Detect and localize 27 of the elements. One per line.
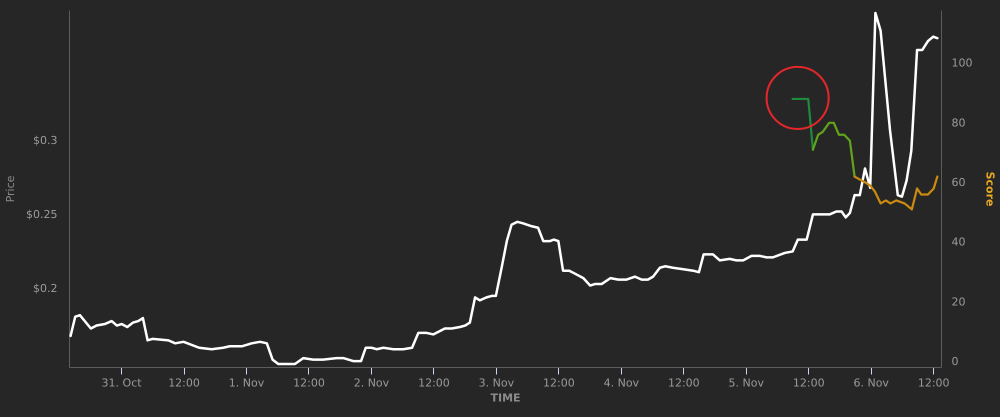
y2-tick-label: 60 <box>952 176 966 190</box>
x-tick-label: 4. Nov <box>604 376 640 390</box>
y-axis-title: Price <box>4 175 18 202</box>
y-tick-label: $0.2 <box>33 282 58 295</box>
x-tick-label: 5. Nov <box>728 376 764 390</box>
x-tick-label: 12:00 <box>918 376 950 390</box>
x-tick-label: 12:00 <box>418 376 450 390</box>
x-tick-label: 12:00 <box>543 376 575 390</box>
y-tick-label: $0.3 <box>33 134 58 147</box>
y2-tick-label: 0 <box>952 355 958 368</box>
x-tick-label: 6. Nov <box>853 376 890 390</box>
x-tick-label: 12:00 <box>668 376 700 390</box>
x-tick-label: 2. Nov <box>354 376 390 390</box>
y2-axis-title: Score <box>983 172 996 206</box>
y2-tick-label: 20 <box>952 295 966 308</box>
x-tick-label: 12:00 <box>293 376 325 390</box>
y2-tick-label: 40 <box>952 236 966 249</box>
x-tick-label: 1. Nov <box>228 376 265 390</box>
x-tick-label: 12:00 <box>168 376 200 390</box>
y-tick-label: $0.25 <box>26 208 58 221</box>
y2-tick-label: 80 <box>952 116 966 130</box>
x-tick-label: 3. Nov <box>478 376 515 390</box>
y2-tick-label: 100 <box>952 56 972 70</box>
x-tick-label: 31. Oct <box>102 376 142 390</box>
line-series <box>812 122 856 178</box>
x-axis-title: TIME <box>490 392 521 404</box>
x-tick-label: 12:00 <box>792 376 825 390</box>
